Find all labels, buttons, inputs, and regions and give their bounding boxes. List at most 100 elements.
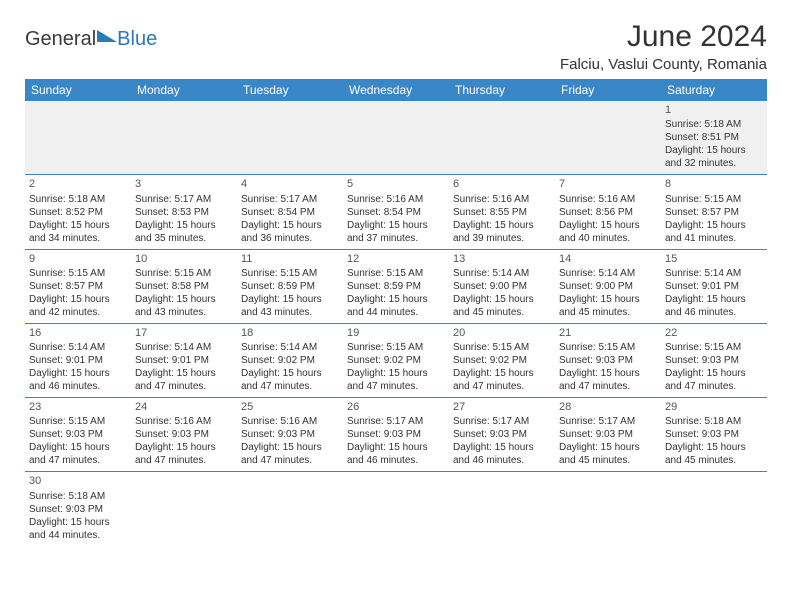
sunset-line: Sunset: 9:00 PM <box>453 280 551 293</box>
day-cell: 10Sunrise: 5:15 AMSunset: 8:58 PMDayligh… <box>131 250 237 323</box>
daylight-line-1: Daylight: 15 hours <box>241 293 339 306</box>
sunset-line: Sunset: 8:55 PM <box>453 206 551 219</box>
day-header-row: SundayMondayTuesdayWednesdayThursdayFrid… <box>25 79 767 101</box>
sunset-line: Sunset: 8:53 PM <box>135 206 233 219</box>
day-cell: 20Sunrise: 5:15 AMSunset: 9:02 PMDayligh… <box>449 324 555 397</box>
day-cell: 21Sunrise: 5:15 AMSunset: 9:03 PMDayligh… <box>555 324 661 397</box>
week-row: 2Sunrise: 5:18 AMSunset: 8:52 PMDaylight… <box>25 175 767 249</box>
day-cell: 4Sunrise: 5:17 AMSunset: 8:54 PMDaylight… <box>237 175 343 248</box>
logo-text-general: General <box>25 28 96 51</box>
day-cell: 28Sunrise: 5:17 AMSunset: 9:03 PMDayligh… <box>555 398 661 471</box>
daylight-line-2: and 47 minutes. <box>135 380 233 393</box>
day-number: 25 <box>241 400 339 414</box>
sunrise-line: Sunrise: 5:15 AM <box>135 267 233 280</box>
daylight-line-2: and 47 minutes. <box>453 380 551 393</box>
sunset-line: Sunset: 8:52 PM <box>29 206 127 219</box>
day-header-cell: Wednesday <box>343 79 449 101</box>
daylight-line-1: Daylight: 15 hours <box>665 293 763 306</box>
sunrise-line: Sunrise: 5:17 AM <box>241 193 339 206</box>
sunrise-line: Sunrise: 5:16 AM <box>241 415 339 428</box>
daylight-line-2: and 45 minutes. <box>559 306 657 319</box>
day-cell: 17Sunrise: 5:14 AMSunset: 9:01 PMDayligh… <box>131 324 237 397</box>
daylight-line-1: Daylight: 15 hours <box>29 219 127 232</box>
day-cell: 22Sunrise: 5:15 AMSunset: 9:03 PMDayligh… <box>661 324 767 397</box>
sunset-line: Sunset: 8:59 PM <box>241 280 339 293</box>
day-cell <box>131 101 237 174</box>
sunset-line: Sunset: 9:03 PM <box>453 428 551 441</box>
daylight-line-1: Daylight: 15 hours <box>135 293 233 306</box>
sunset-line: Sunset: 8:57 PM <box>665 206 763 219</box>
daylight-line-2: and 47 minutes. <box>135 454 233 467</box>
daylight-line-2: and 37 minutes. <box>347 232 445 245</box>
day-header-cell: Tuesday <box>237 79 343 101</box>
sunrise-line: Sunrise: 5:18 AM <box>665 415 763 428</box>
day-cell: 16Sunrise: 5:14 AMSunset: 9:01 PMDayligh… <box>25 324 131 397</box>
daylight-line-2: and 47 minutes. <box>559 380 657 393</box>
sunset-line: Sunset: 8:56 PM <box>559 206 657 219</box>
logo-text-blue: Blue <box>117 28 157 51</box>
daylight-line-1: Daylight: 15 hours <box>29 367 127 380</box>
day-number: 29 <box>665 400 763 414</box>
sunrise-line: Sunrise: 5:17 AM <box>347 415 445 428</box>
sunrise-line: Sunrise: 5:14 AM <box>559 267 657 280</box>
day-cell <box>661 472 767 545</box>
daylight-line-1: Daylight: 15 hours <box>29 441 127 454</box>
sunset-line: Sunset: 9:01 PM <box>29 354 127 367</box>
daylight-line-1: Daylight: 15 hours <box>347 219 445 232</box>
daylight-line-2: and 46 minutes. <box>347 454 445 467</box>
daylight-line-1: Daylight: 15 hours <box>559 219 657 232</box>
sunset-line: Sunset: 8:59 PM <box>347 280 445 293</box>
week-row: 16Sunrise: 5:14 AMSunset: 9:01 PMDayligh… <box>25 324 767 398</box>
sunset-line: Sunset: 9:03 PM <box>241 428 339 441</box>
week-row: 1Sunrise: 5:18 AMSunset: 8:51 PMDaylight… <box>25 101 767 175</box>
day-header-cell: Saturday <box>661 79 767 101</box>
daylight-line-2: and 47 minutes. <box>347 380 445 393</box>
day-number: 17 <box>135 326 233 340</box>
day-number: 30 <box>29 474 127 488</box>
sunrise-line: Sunrise: 5:16 AM <box>453 193 551 206</box>
day-cell: 12Sunrise: 5:15 AMSunset: 8:59 PMDayligh… <box>343 250 449 323</box>
daylight-line-2: and 39 minutes. <box>453 232 551 245</box>
day-cell: 6Sunrise: 5:16 AMSunset: 8:55 PMDaylight… <box>449 175 555 248</box>
day-cell <box>237 101 343 174</box>
day-number: 1 <box>665 103 763 117</box>
sunrise-line: Sunrise: 5:17 AM <box>559 415 657 428</box>
day-cell: 24Sunrise: 5:16 AMSunset: 9:03 PMDayligh… <box>131 398 237 471</box>
day-cell: 14Sunrise: 5:14 AMSunset: 9:00 PMDayligh… <box>555 250 661 323</box>
day-number: 15 <box>665 252 763 266</box>
logo: General Blue <box>25 28 157 51</box>
daylight-line-2: and 46 minutes. <box>29 380 127 393</box>
day-cell: 8Sunrise: 5:15 AMSunset: 8:57 PMDaylight… <box>661 175 767 248</box>
day-cell: 7Sunrise: 5:16 AMSunset: 8:56 PMDaylight… <box>555 175 661 248</box>
day-number: 13 <box>453 252 551 266</box>
daylight-line-2: and 46 minutes. <box>453 454 551 467</box>
day-cell: 13Sunrise: 5:14 AMSunset: 9:00 PMDayligh… <box>449 250 555 323</box>
day-cell <box>131 472 237 545</box>
sunset-line: Sunset: 9:02 PM <box>347 354 445 367</box>
daylight-line-2: and 43 minutes. <box>241 306 339 319</box>
day-cell <box>237 472 343 545</box>
day-number: 9 <box>29 252 127 266</box>
sunset-line: Sunset: 9:01 PM <box>135 354 233 367</box>
day-cell: 30Sunrise: 5:18 AMSunset: 9:03 PMDayligh… <box>25 472 131 545</box>
sunset-line: Sunset: 9:03 PM <box>559 354 657 367</box>
sunrise-line: Sunrise: 5:16 AM <box>559 193 657 206</box>
daylight-line-2: and 40 minutes. <box>559 232 657 245</box>
day-cell: 1Sunrise: 5:18 AMSunset: 8:51 PMDaylight… <box>661 101 767 174</box>
daylight-line-1: Daylight: 15 hours <box>347 293 445 306</box>
sunrise-line: Sunrise: 5:15 AM <box>665 193 763 206</box>
day-number: 3 <box>135 177 233 191</box>
daylight-line-1: Daylight: 15 hours <box>29 516 127 529</box>
day-cell: 25Sunrise: 5:16 AMSunset: 9:03 PMDayligh… <box>237 398 343 471</box>
day-cell <box>343 472 449 545</box>
page-title: June 2024 <box>560 20 767 54</box>
sunrise-line: Sunrise: 5:15 AM <box>559 341 657 354</box>
daylight-line-1: Daylight: 15 hours <box>241 367 339 380</box>
day-cell: 9Sunrise: 5:15 AMSunset: 8:57 PMDaylight… <box>25 250 131 323</box>
daylight-line-1: Daylight: 15 hours <box>241 219 339 232</box>
title-block: June 2024 Falciu, Vaslui County, Romania <box>560 20 767 73</box>
daylight-line-1: Daylight: 15 hours <box>665 367 763 380</box>
day-cell: 27Sunrise: 5:17 AMSunset: 9:03 PMDayligh… <box>449 398 555 471</box>
day-cell: 23Sunrise: 5:15 AMSunset: 9:03 PMDayligh… <box>25 398 131 471</box>
sunset-line: Sunset: 9:03 PM <box>665 354 763 367</box>
